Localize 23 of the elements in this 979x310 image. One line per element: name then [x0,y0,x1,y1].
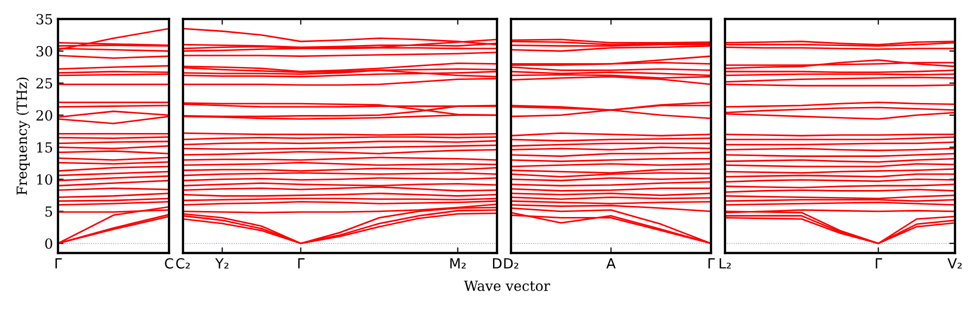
x-tick-label: L₂ [720,258,731,268]
y-tick-label: 0 [45,238,52,249]
x-tick-label: A [606,258,616,268]
y-tick-label: 15 [37,142,52,153]
y-tick-label: 35 [36,14,52,24]
x-tick-label: D₂ [504,258,518,268]
x-tick-label: C₂ [176,258,190,269]
x-tick-label: Γ [708,258,715,268]
x-tick-label: C [164,258,174,269]
x-tick-label: M₂ [450,258,466,268]
y-tick-label: 20 [36,110,52,121]
x-tick-label: V₂ [948,258,962,268]
y-axis-title: Frequency (THz) [16,78,30,195]
y-tick-label: 10 [37,174,52,185]
x-tick-label: D [493,258,502,268]
y-tick-label: 5 [45,206,52,217]
x-tick-label: Γ [298,258,305,268]
x-tick-label: Y₂ [215,258,228,268]
x-axis-title: Wave vector [464,280,550,292]
x-tick-label: Γ [55,258,62,268]
x-tick-label: Γ [876,258,882,268]
y-tick-label: 25 [36,78,52,89]
y-tick-label: 30 [36,46,52,57]
